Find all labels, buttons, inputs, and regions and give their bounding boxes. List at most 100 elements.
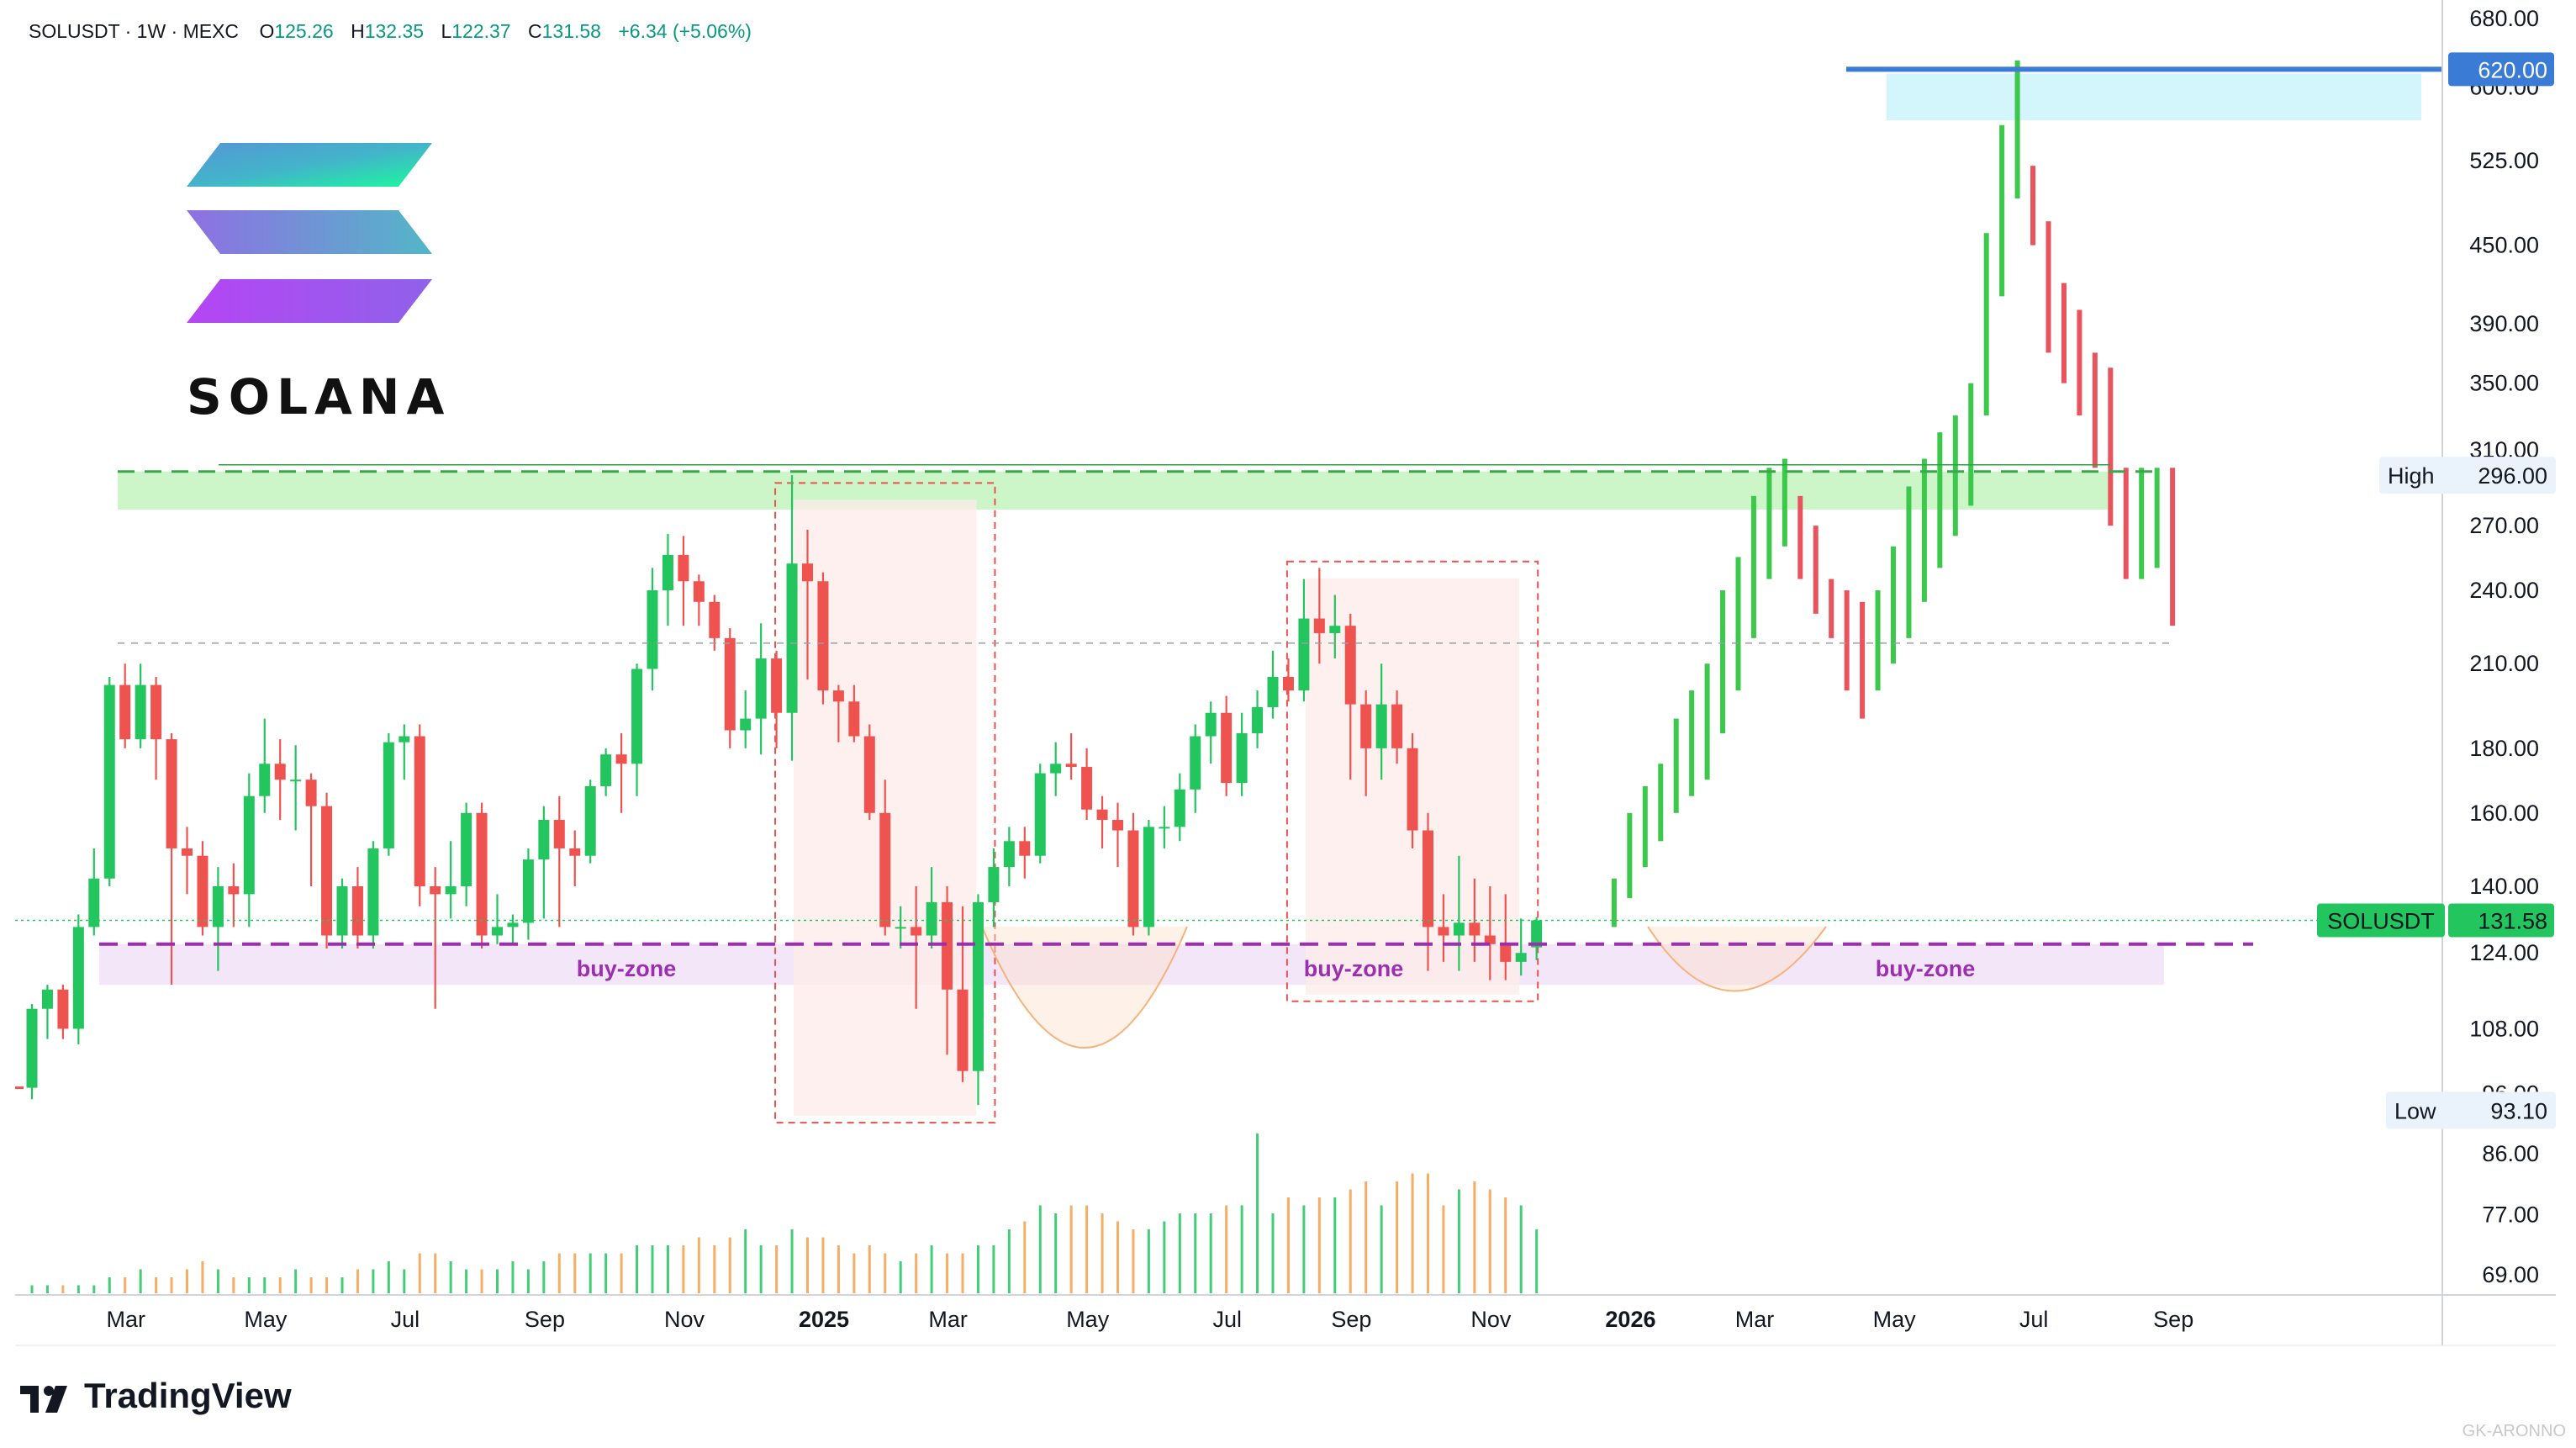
candle-body[interactable] [1190,736,1201,790]
candle-body[interactable] [1112,820,1123,831]
candle-body[interactable] [135,684,146,740]
candle-body[interactable] [615,754,627,764]
candle-body[interactable] [1236,733,1248,784]
candle-body[interactable] [1019,841,1031,856]
candle-body[interactable] [274,764,286,780]
candle-body[interactable] [522,859,534,923]
candle-body[interactable] [911,927,922,936]
candle-body[interactable] [755,658,767,719]
candle-body[interactable] [88,878,100,927]
candle-body[interactable] [1221,712,1233,784]
candle-body[interactable] [476,812,488,936]
candle-body[interactable] [103,684,115,879]
candle-body[interactable] [771,658,783,713]
candle-body[interactable] [1391,704,1403,748]
candle-body[interactable] [786,563,798,713]
candle-body[interactable] [367,848,379,936]
candle-body[interactable] [879,812,891,927]
candle-body[interactable] [445,885,457,895]
candle-body[interactable] [693,581,705,602]
candle-body[interactable] [228,885,240,895]
candle-body[interactable] [600,754,612,786]
candle-body[interactable] [1065,764,1077,768]
candle-body[interactable] [72,927,84,1029]
candle-body[interactable] [709,601,721,638]
candle-body[interactable] [1407,748,1418,831]
candle-body[interactable] [1344,626,1356,705]
candle-body[interactable] [584,785,596,856]
candle-body[interactable] [351,885,363,936]
candle-body[interactable] [988,867,1000,902]
candle-body[interactable] [1453,922,1465,936]
candle-body[interactable] [569,848,581,856]
candle-body[interactable] [926,901,937,936]
candle-body[interactable] [430,885,441,895]
candle-body[interactable] [553,820,565,848]
candle-body[interactable] [399,736,410,742]
candle-body[interactable] [243,795,255,895]
candle-body[interactable] [1127,830,1139,927]
candle-body[interactable] [414,736,425,886]
candle-body[interactable] [972,901,984,1071]
candle-body[interactable] [802,563,813,582]
candle-body[interactable] [182,848,193,856]
candle-body[interactable] [817,581,829,691]
candle-body[interactable] [1531,920,1543,948]
candle-body[interactable] [895,927,906,929]
candle-body[interactable] [1329,626,1341,633]
candle-body[interactable] [942,901,953,990]
candle-body[interactable] [461,812,472,886]
candle-body[interactable] [259,764,271,796]
candle-body[interactable] [507,922,519,927]
candle-body[interactable] [1469,922,1481,936]
candle-body[interactable] [1050,764,1062,774]
candle-body[interactable] [631,669,643,764]
candle-body[interactable] [383,742,394,848]
candle-body[interactable] [336,885,348,936]
candle-body[interactable] [678,554,689,582]
candle-body[interactable] [1159,827,1170,829]
candle-body[interactable] [1252,706,1264,734]
candle-body[interactable] [197,855,209,927]
candle-body[interactable] [1515,953,1527,962]
candle-body[interactable] [150,684,162,740]
candle-body[interactable] [492,927,503,936]
candle-body[interactable] [1375,704,1387,748]
candle-body[interactable] [1205,712,1217,737]
candle-body[interactable] [538,820,550,860]
candle-body[interactable] [1267,676,1279,707]
candle-body[interactable] [863,736,875,813]
candle-body[interactable] [26,1008,38,1088]
symbol-info[interactable]: SOLUSDT · 1W · MEXC [29,20,240,42]
candle-body[interactable] [1313,618,1325,633]
candle-body[interactable] [212,885,224,927]
candle-body[interactable] [57,989,69,1029]
candle-body[interactable] [1282,676,1294,691]
candle-body[interactable] [1034,773,1046,856]
candle-body[interactable] [957,989,969,1071]
candle-body[interactable] [290,779,302,782]
candle-body[interactable] [724,637,736,731]
tradingview-branding[interactable]: TradingView [20,1376,292,1416]
candle-body[interactable] [1438,927,1449,936]
candle-body[interactable] [1484,935,1496,944]
candle-body[interactable] [1360,704,1372,748]
candle-body[interactable] [305,779,317,806]
candle-body[interactable] [1096,809,1108,821]
candle-body[interactable] [41,989,53,1009]
candle-body[interactable] [647,590,658,669]
candle-body[interactable] [321,806,333,936]
candle-body[interactable] [1174,789,1185,827]
candle-body[interactable] [832,690,844,702]
candle-body[interactable] [1500,943,1512,962]
candle-body[interactable] [1298,618,1310,691]
candle-body[interactable] [740,718,752,731]
candle-body[interactable] [1003,841,1015,868]
candle-body[interactable] [119,684,131,740]
candle-body[interactable] [1081,767,1093,810]
candle-body[interactable] [662,554,673,591]
candle-body[interactable] [166,739,177,848]
candle-body[interactable] [1423,830,1433,927]
candle-body[interactable] [1143,827,1154,927]
